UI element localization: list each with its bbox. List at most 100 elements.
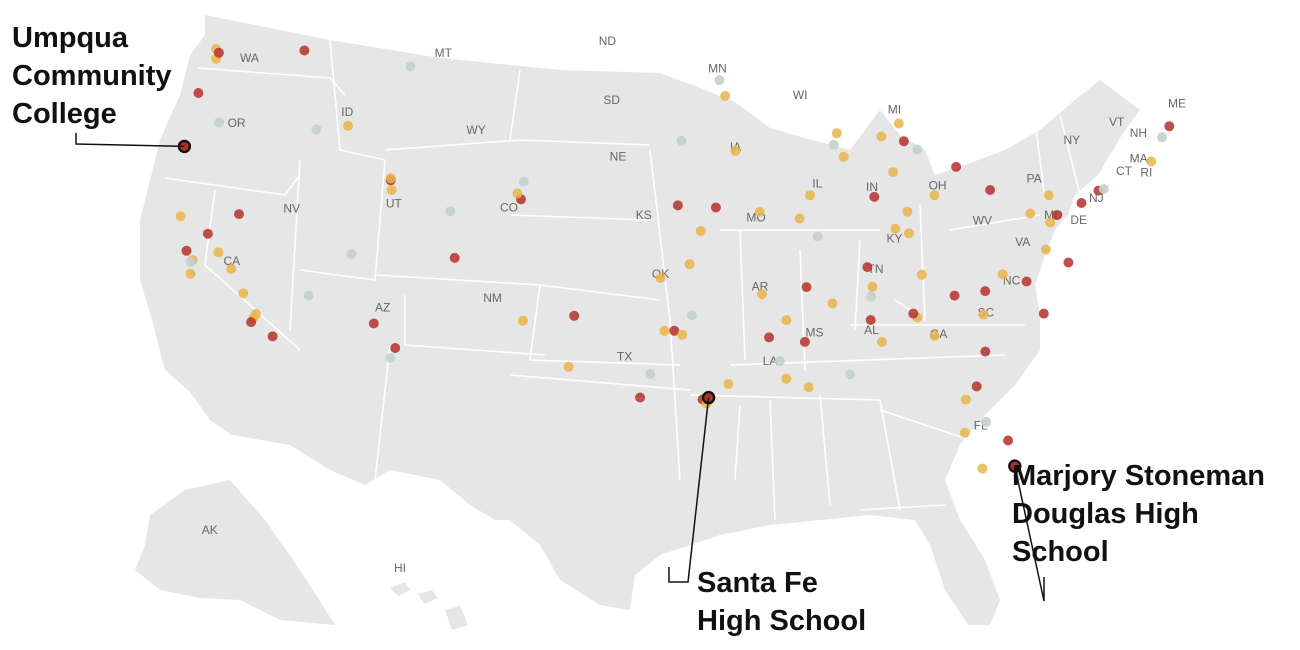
state-label-ut: UT [386,196,403,210]
incident-point-gray [812,231,823,242]
incident-point-yellow [1025,208,1036,219]
incident-point-gray [714,75,725,86]
incident-point-red [669,325,680,336]
state-border [384,139,651,151]
incident-point-yellow [563,361,574,372]
state-label-mt: MT [435,46,453,60]
state-border [197,67,346,96]
incident-point-gray [981,416,992,427]
state-label-nv: NV [283,202,300,216]
state-label-ct: CT [1116,164,1133,178]
state-label-al: AL [864,323,879,337]
incident-point-yellow [1043,190,1054,201]
incident-point-yellow [1045,217,1056,228]
incident-point-yellow [904,228,915,239]
incident-point-red [213,47,224,58]
incident-point-gray [185,257,196,268]
incident-point-red [1164,121,1175,132]
incident-point-yellow [803,382,814,393]
state-label-me: ME [1168,97,1186,111]
incident-point-gray [1157,132,1167,143]
state-label-nc: NC [1003,274,1021,288]
incident-point-yellow [517,315,528,326]
incident-point-gray [445,206,456,217]
incident-point-gray [214,117,225,128]
incident-point-red [801,282,812,293]
state-border [164,174,301,196]
state-border [299,159,386,281]
callout-label: Marjory Stoneman Douglas High School [1012,460,1265,568]
incident-point-red [985,185,996,195]
incident-point-gray [1012,471,1023,481]
incident-point-red [951,161,962,172]
incident-point-yellow [893,118,904,129]
state-label-wv: WV [973,214,992,228]
incident-point-yellow [902,206,913,217]
state-label-wi: WI [793,88,808,102]
state-label-pa: PA [1027,172,1042,186]
state-label-co: CO [500,200,518,214]
incident-point-yellow [929,190,940,201]
incident-point-red [635,392,646,403]
incident-point-yellow [831,128,842,139]
incident-point-yellow [512,188,523,199]
incident-point-yellow [238,288,249,299]
incident-point-gray [676,135,687,146]
state-border [329,39,386,161]
incident-points [175,44,1175,481]
incident-point-yellow [655,272,666,283]
incident-point-yellow [888,167,899,178]
incident-point-yellow [226,264,237,274]
incident-point-yellow [684,259,695,270]
incident-point-yellow [959,427,970,438]
incident-point-yellow [1146,156,1157,167]
incident-point-yellow [890,223,901,234]
incident-point-red [980,286,991,297]
incident-point-red [1003,435,1014,446]
incident-point-gray [346,249,357,260]
state-border [879,409,971,441]
state-labels: WAORIDMTNDMNWIMISDWYNEIAILINOHPANYVTNHME… [202,34,1186,575]
incident-point-gray [311,124,322,135]
incident-point-yellow [977,463,988,474]
state-border [529,284,681,366]
incident-point-yellow [997,269,1008,280]
state-border [509,214,651,221]
callout-marker [1008,459,1022,473]
state-label-la: LA [763,354,778,368]
state-label-de: DE [1070,213,1087,227]
incident-point-yellow [838,151,849,162]
state-label-nm: NM [483,291,502,305]
state-label-nd: ND [599,34,617,48]
incident-point-yellow [916,269,927,280]
incident-point-yellow [827,298,838,309]
state-border [689,394,881,401]
incident-point-gray [828,139,839,150]
incident-point-red [1021,276,1032,287]
incident-point-yellow [343,120,353,131]
state-label-mn: MN [708,61,727,75]
state-label-il: IL [812,177,822,191]
us-landmass [140,15,1140,625]
incident-point-red [865,315,876,325]
state-label-ky: KY [886,232,902,246]
state-border [649,149,681,481]
state-border [204,189,301,351]
alaska-landmass [135,480,335,625]
incident-point-red [672,200,683,211]
incident-point-yellow [960,394,971,405]
state-border [879,399,901,511]
incident-point-yellow [723,379,734,389]
incident-point-yellow [805,190,816,201]
incident-point-yellow [677,329,688,340]
incident-point-red [390,343,401,353]
callout-lines [75,133,1045,602]
incident-point-gray [518,176,529,187]
callout-leader-line [668,397,710,583]
state-border [374,344,391,481]
incident-point-yellow [251,309,261,319]
land-layer [135,15,1140,630]
incident-point-yellow [978,309,989,320]
state-label-wy: WY [466,123,485,137]
